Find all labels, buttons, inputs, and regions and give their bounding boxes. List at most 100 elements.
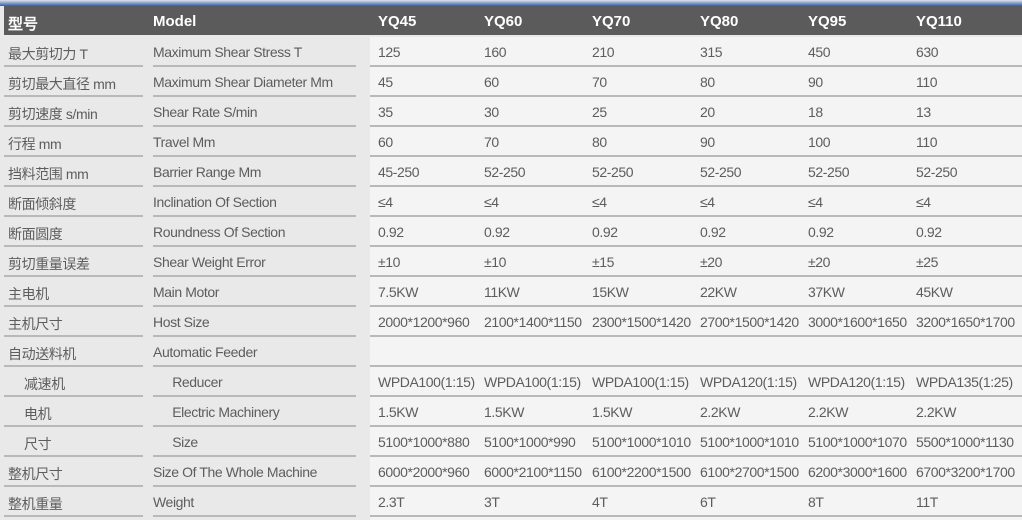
row-divider — [153, 455, 356, 457]
row-divider — [4, 305, 143, 307]
header-model: YQ45 — [378, 13, 417, 30]
row-divider — [4, 215, 143, 217]
row-divider — [4, 365, 143, 367]
row-value: 1.5KW — [484, 404, 525, 420]
row-label-en: Size — [172, 434, 198, 450]
row-value: 25 — [592, 104, 607, 120]
row-value: WPDA100(1:15) — [378, 374, 475, 390]
row-value: ±10 — [378, 254, 401, 270]
row-value: 6000*2000*960 — [378, 464, 470, 480]
row-divider — [370, 155, 1022, 157]
row-value: 2300*1500*1420 — [592, 314, 691, 330]
row-divider — [4, 335, 143, 337]
row-value: 70 — [484, 134, 499, 150]
row-value: 315 — [700, 44, 723, 60]
row-label-en: Weight — [153, 494, 194, 510]
row-divider — [153, 335, 356, 337]
row-value: ≤4 — [592, 194, 607, 210]
row-value: 0.92 — [484, 224, 510, 240]
row-label-en: Travel Mm — [153, 134, 215, 150]
row-label-en: Roundness Of Section — [153, 224, 286, 240]
row-value: 0.92 — [916, 224, 942, 240]
row-divider — [153, 485, 356, 487]
row-value: 1.5KW — [592, 404, 633, 420]
row-value: 20 — [700, 104, 715, 120]
row-divider — [153, 395, 356, 397]
row-divider — [4, 515, 143, 517]
table-row: 剪切重量误差 Shear Weight Error ±10 ±10 ±15 ±20 ±20… — [0, 247, 1022, 277]
row-label-en: Main Motor — [153, 284, 220, 300]
table-row: 主电机 Main Motor 7.5KW 11KW 15KW 22KW 37KW 45KW — [0, 277, 1022, 307]
row-value: 2.3T — [378, 494, 405, 510]
row-value: 37KW — [808, 284, 845, 300]
table-row: 主机尺寸 Host Size 2000*1200*960 2100*1400*115… — [0, 307, 1022, 337]
row-label-en: Size Of The Whole Machine — [153, 464, 318, 480]
row-value: 13 — [916, 104, 931, 120]
row-value: 6200*3000*1600 — [808, 464, 907, 480]
row-divider — [4, 125, 143, 127]
row-divider — [4, 155, 143, 157]
row-divider — [153, 65, 356, 67]
table-row: 尺寸 Size 5100*1000*880 5100*1000*990 5100*10… — [0, 427, 1022, 457]
table-header: 型号 Model YQ45 YQ60 YQ70 YQ80 YQ95 YQ110 — [4, 6, 1022, 35]
row-value: ≤4 — [700, 194, 715, 210]
table-row: 减速机 Reducer WPDA100(1:15) WPDA100(1:15) WPD… — [0, 367, 1022, 397]
header-model: YQ95 — [808, 13, 847, 30]
row-value: 45-250 — [378, 164, 420, 180]
table-row: 断面圆度 Roundness Of Section 0.92 0.92 0.92 0.9… — [0, 217, 1022, 247]
row-value: 6100*2700*1500 — [700, 464, 799, 480]
header-cn: 型号 — [8, 16, 39, 33]
row-divider — [370, 485, 1022, 487]
row-value: 2000*1200*960 — [378, 314, 470, 330]
row-divider — [370, 275, 1022, 277]
row-value: ≤4 — [916, 194, 931, 210]
row-divider — [153, 365, 356, 367]
row-label-en: Automatic Feeder — [153, 344, 258, 360]
row-divider — [370, 305, 1022, 307]
row-label-en: Maximum Shear Stress T — [153, 44, 302, 60]
row-value: 210 — [592, 44, 615, 60]
table-row: 挡料范围 mm Barrier Range Mm 45-250 52-250 52-2… — [0, 157, 1022, 187]
row-divider — [370, 395, 1022, 397]
row-label-cn: 最大剪切力 T — [8, 46, 88, 62]
row-value: 630 — [916, 44, 939, 60]
row-divider — [153, 215, 356, 217]
row-label-cn: 减速机 — [24, 376, 65, 392]
row-divider — [370, 335, 1022, 337]
row-value: 5100*1000*880 — [378, 434, 470, 450]
table-row: 自动送料机 Automatic Feeder — [0, 337, 1022, 367]
row-divider — [370, 245, 1022, 247]
table-row: 整机重量 Weight 2.3T 3T 4T 6T 8T 11T — [0, 487, 1022, 517]
table-row: 行程 mm Travel Mm 60 70 80 90 100 110 — [0, 127, 1022, 157]
row-value: WPDA120(1:15) — [808, 374, 905, 390]
row-divider — [370, 215, 1022, 217]
row-value: 30 — [484, 104, 499, 120]
row-divider — [370, 95, 1022, 97]
header-model: YQ70 — [592, 13, 631, 30]
row-divider — [153, 275, 356, 277]
row-label-en: Inclination Of Section — [153, 194, 277, 210]
row-value: 2.2KW — [916, 404, 957, 420]
row-value: 45 — [378, 74, 393, 90]
row-value: ≤4 — [808, 194, 823, 210]
row-value: 80 — [592, 134, 607, 150]
row-value: 70 — [592, 74, 607, 90]
row-value: 450 — [808, 44, 831, 60]
row-value: 22KW — [700, 284, 737, 300]
row-value: 4T — [592, 494, 608, 510]
row-value: ±20 — [700, 254, 723, 270]
row-divider — [4, 185, 143, 187]
row-value: WPDA120(1:15) — [700, 374, 797, 390]
row-label-en: Shear Weight Error — [153, 254, 266, 270]
row-divider — [153, 185, 356, 187]
row-label-en: Electric Machinery — [172, 404, 280, 420]
row-value: 6T — [700, 494, 716, 510]
row-value: 6100*2200*1500 — [592, 464, 691, 480]
row-value: 7.5KW — [378, 284, 419, 300]
header-en: Model — [153, 13, 197, 30]
row-value: 2.2KW — [808, 404, 849, 420]
row-label-cn: 尺寸 — [24, 436, 52, 452]
row-divider — [153, 245, 356, 247]
row-value: 60 — [378, 134, 393, 150]
row-label-en: Shear Rate S/min — [153, 104, 258, 120]
